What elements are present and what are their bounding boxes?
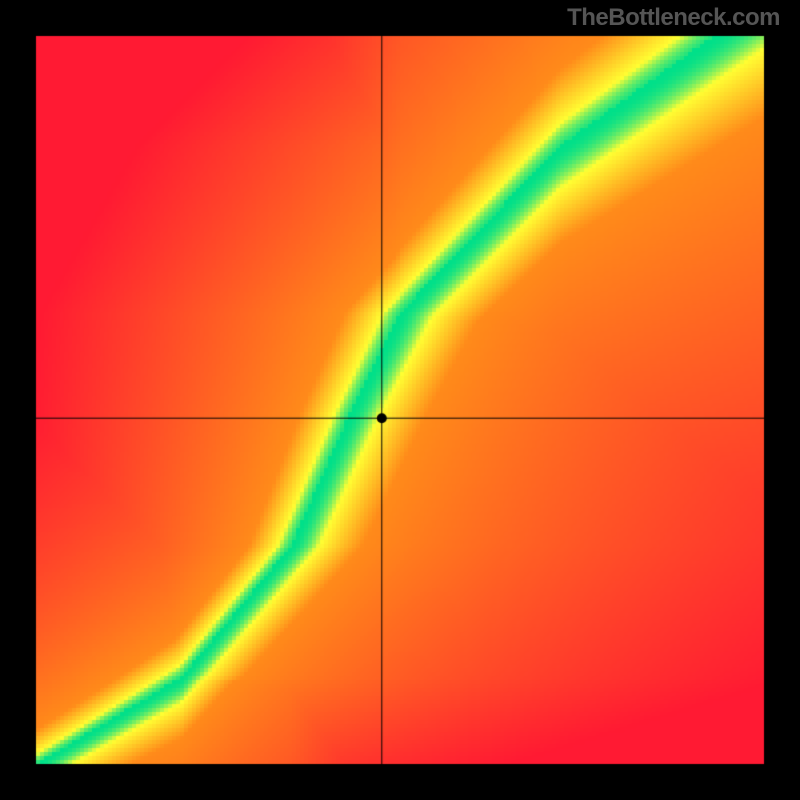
- watermark-text: TheBottleneck.com: [567, 4, 780, 32]
- chart-container: TheBottleneck.com: [0, 0, 800, 800]
- bottleneck-heatmap: [0, 0, 800, 800]
